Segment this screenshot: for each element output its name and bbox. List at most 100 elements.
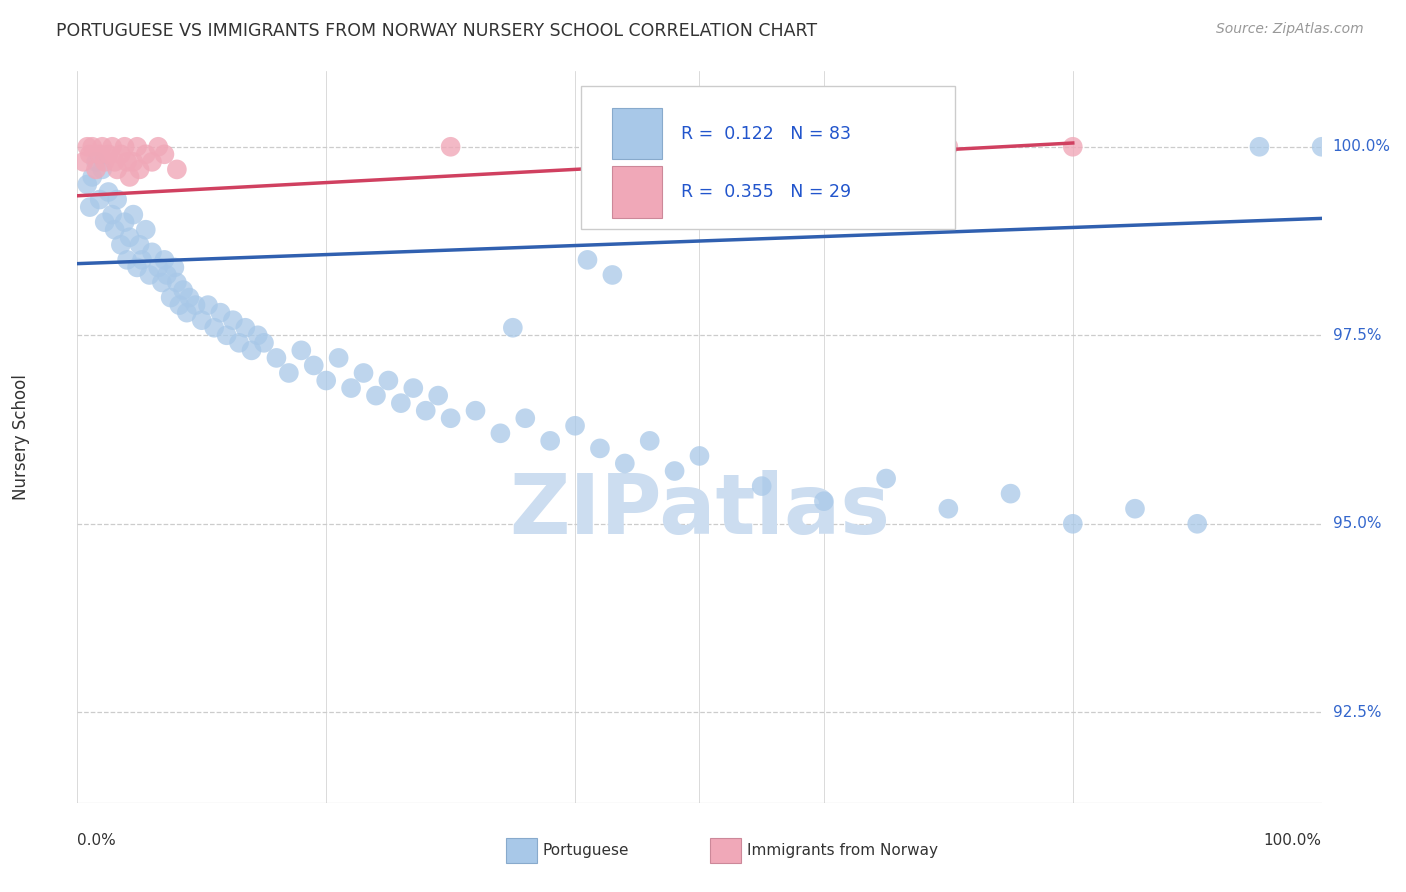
Point: [135, 223, 157, 237]
Point: [184, 298, 207, 312]
Point: [315, 374, 337, 388]
Point: [79, 200, 101, 214]
Point: [82, 169, 104, 184]
Point: [389, 396, 412, 410]
Point: [664, 464, 686, 478]
Point: [131, 252, 153, 267]
Point: [638, 434, 661, 448]
Point: [464, 403, 486, 417]
Point: [938, 140, 960, 154]
Point: [209, 306, 232, 320]
Point: [1249, 140, 1271, 154]
Point: [179, 291, 201, 305]
Text: Nursery School: Nursery School: [13, 374, 31, 500]
Text: R =  0.122   N = 83: R = 0.122 N = 83: [681, 125, 851, 143]
Point: [246, 328, 269, 343]
Point: [253, 335, 276, 350]
Point: [114, 215, 136, 229]
Point: [93, 154, 115, 169]
Point: [166, 162, 188, 177]
Point: [440, 411, 463, 425]
Point: [813, 140, 835, 154]
Point: [141, 154, 163, 169]
Point: [340, 381, 363, 395]
Point: [122, 154, 145, 169]
Point: [613, 457, 636, 471]
Text: 100.0%: 100.0%: [1333, 139, 1391, 154]
Point: [602, 268, 624, 282]
Point: [402, 381, 425, 395]
Point: [84, 154, 107, 169]
Point: [415, 403, 437, 417]
Text: 92.5%: 92.5%: [1333, 705, 1381, 720]
Point: [101, 140, 124, 154]
Point: [689, 449, 711, 463]
Point: [169, 298, 191, 312]
Point: [93, 215, 115, 229]
Point: [82, 140, 104, 154]
Point: [91, 140, 114, 154]
Point: [502, 320, 524, 334]
Point: [115, 154, 138, 169]
Point: [104, 223, 127, 237]
Point: [114, 140, 136, 154]
Point: [440, 140, 463, 154]
Point: [118, 230, 141, 244]
Text: R =  0.355   N = 29: R = 0.355 N = 29: [681, 183, 851, 201]
Point: [91, 162, 114, 177]
Point: [125, 140, 148, 154]
Point: [104, 154, 127, 169]
Text: ZIPatlas: ZIPatlas: [509, 470, 890, 550]
Point: [277, 366, 299, 380]
Point: [118, 169, 141, 184]
Point: [105, 162, 128, 177]
Point: [153, 147, 176, 161]
Point: [101, 208, 124, 222]
Point: [1062, 140, 1084, 154]
Point: [751, 479, 773, 493]
Point: [89, 147, 111, 161]
Point: [228, 335, 250, 350]
Point: [166, 276, 188, 290]
Point: [353, 366, 375, 380]
Point: [172, 283, 194, 297]
Point: [105, 193, 128, 207]
Point: [159, 291, 181, 305]
Point: [233, 320, 256, 334]
Point: [427, 389, 450, 403]
Point: [84, 162, 107, 177]
Point: [215, 328, 238, 343]
Text: 100.0%: 100.0%: [1264, 833, 1322, 848]
Point: [128, 237, 150, 252]
Point: [72, 154, 94, 169]
Point: [156, 268, 179, 282]
Point: [589, 442, 612, 456]
Point: [1123, 501, 1146, 516]
Point: [153, 252, 176, 267]
Text: 95.0%: 95.0%: [1333, 516, 1381, 532]
Point: [515, 411, 537, 425]
FancyBboxPatch shape: [613, 108, 662, 159]
Point: [110, 237, 132, 252]
Text: 0.0%: 0.0%: [77, 833, 117, 848]
Point: [290, 343, 312, 358]
Point: [1310, 140, 1333, 154]
FancyBboxPatch shape: [613, 167, 662, 218]
Point: [128, 162, 150, 177]
Point: [148, 260, 170, 275]
Point: [328, 351, 350, 365]
Point: [489, 426, 512, 441]
Point: [564, 418, 586, 433]
Point: [576, 252, 599, 267]
Point: [875, 471, 897, 485]
Text: Immigrants from Norway: Immigrants from Norway: [747, 844, 938, 858]
Point: [148, 140, 170, 154]
Text: Portuguese: Portuguese: [543, 844, 630, 858]
Point: [1187, 516, 1209, 531]
FancyBboxPatch shape: [581, 86, 955, 228]
Point: [302, 359, 325, 373]
Text: 97.5%: 97.5%: [1333, 327, 1381, 343]
Text: Source: ZipAtlas.com: Source: ZipAtlas.com: [1216, 22, 1364, 37]
Point: [364, 389, 387, 403]
Point: [89, 193, 111, 207]
